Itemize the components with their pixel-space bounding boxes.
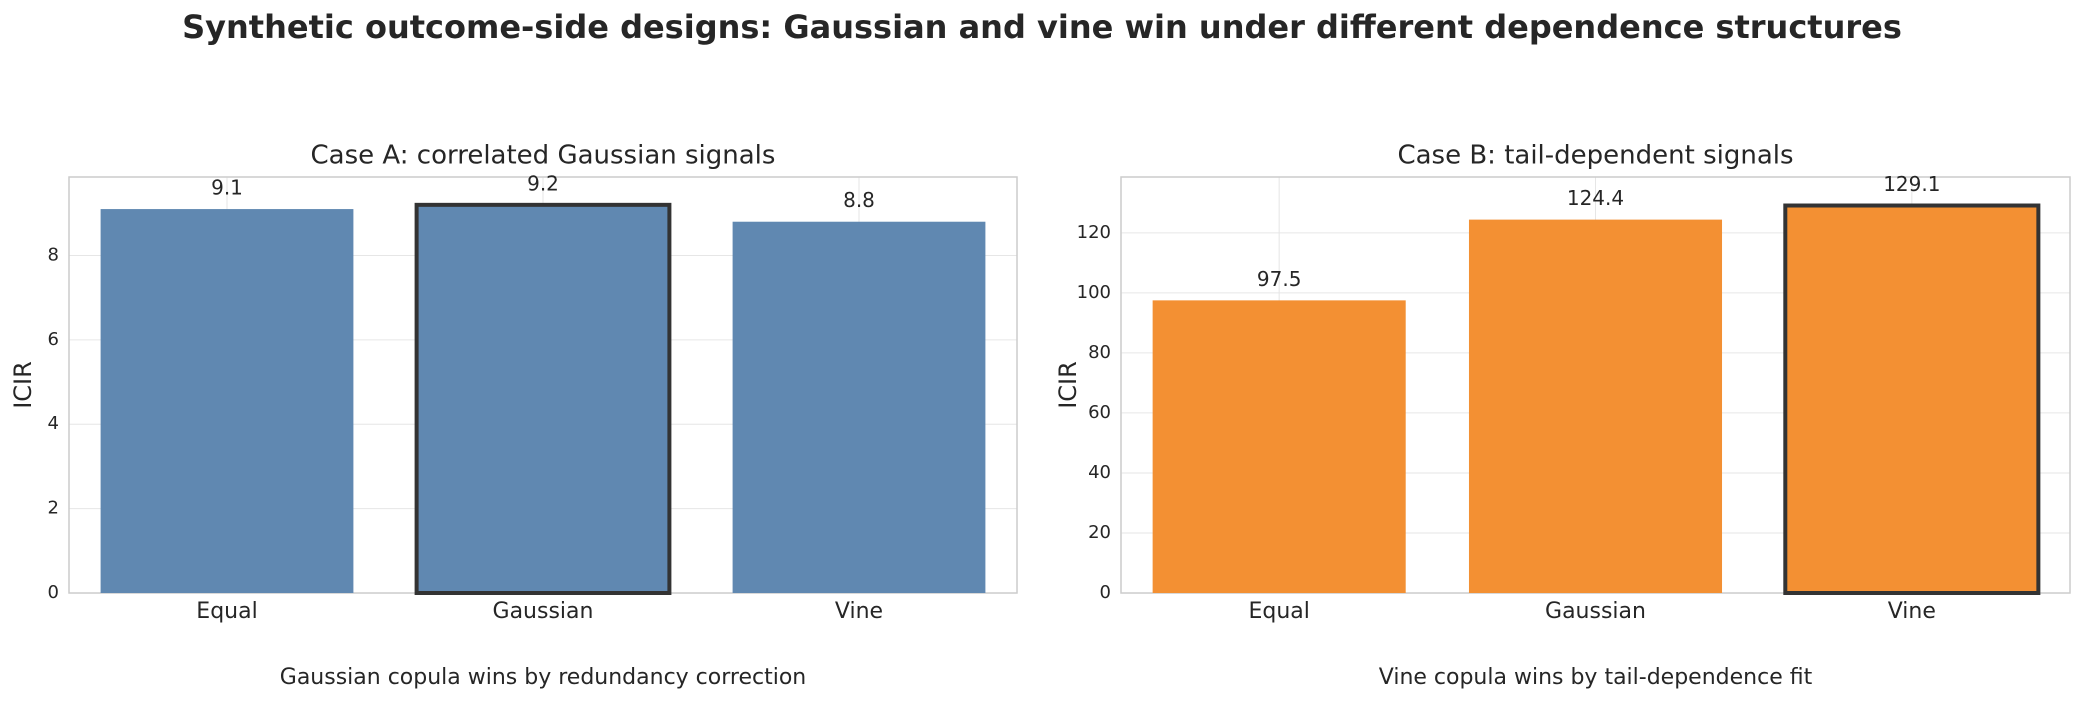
value-label: 8.8 <box>843 188 875 212</box>
y-tick-label: 6 <box>48 329 59 350</box>
x-tick-label: Gaussian <box>1545 599 1646 624</box>
y-tick-label: 0 <box>48 582 59 603</box>
bar <box>414 202 672 595</box>
bar <box>100 209 354 593</box>
x-tick-label: Vine <box>835 599 883 624</box>
y-tick-label: 20 <box>1088 522 1111 543</box>
figure-title: Synthetic outcome-side designs: Gaussian… <box>182 8 1902 46</box>
chart-title: Case A: correlated Gaussian signals <box>311 141 776 171</box>
x-tick-label: Equal <box>1248 599 1309 624</box>
x-tick-label: Vine <box>1888 599 1936 624</box>
y-tick-label: 120 <box>1077 222 1111 243</box>
bar <box>1783 203 2041 595</box>
value-label: 124.4 <box>1567 186 1624 210</box>
y-tick-label: 4 <box>48 413 59 434</box>
y-tick-label: 40 <box>1088 462 1111 483</box>
annotation: Gaussian copula wins by redundancy corre… <box>280 665 806 690</box>
chart-title: Case B: tail-dependent signals <box>1397 141 1793 171</box>
bar <box>732 221 986 593</box>
annotation: Vine copula wins by tail-dependence fit <box>1379 665 1813 690</box>
y-tick-label: 60 <box>1088 402 1111 423</box>
y-tick-label: 100 <box>1077 282 1111 303</box>
y-tick-label: 8 <box>48 244 59 265</box>
value-label: 97.5 <box>1257 267 1302 291</box>
value-label: 129.1 <box>1883 172 1940 196</box>
bar <box>1468 219 1723 593</box>
value-label: 9.1 <box>211 176 243 200</box>
y-axis-label: ICIR <box>1054 361 1082 409</box>
bar <box>1152 300 1406 593</box>
y-tick-label: 0 <box>1100 582 1111 603</box>
x-tick-label: Gaussian <box>493 599 594 624</box>
x-tick-label: Equal <box>196 599 257 624</box>
y-tick-label: 2 <box>48 498 59 519</box>
y-axis-label: ICIR <box>9 361 37 409</box>
value-label: 9.2 <box>527 171 559 195</box>
y-tick-label: 80 <box>1088 342 1111 363</box>
